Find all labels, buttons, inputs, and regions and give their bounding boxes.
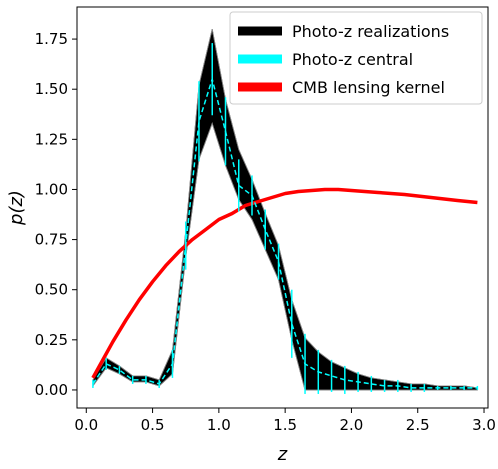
y-tick-label: 0.75 xyxy=(35,231,68,249)
x-axis-label: z xyxy=(277,444,288,465)
y-tick-label: 0.00 xyxy=(35,381,68,399)
y-tick-label: 1.25 xyxy=(35,130,68,148)
x-axis: 0.0 0.5 1.0 1.5 2.0 2.5 3.0 xyxy=(74,408,496,434)
central-line xyxy=(92,76,478,389)
y-axis-label: p(z) xyxy=(6,190,27,226)
x-tick-label: 0.5 xyxy=(141,416,165,434)
x-tick-label: 0.0 xyxy=(74,416,98,434)
x-tick-label: 1.5 xyxy=(273,416,297,434)
legend-label-realizations: Photo-z realizations xyxy=(292,22,449,41)
plot-frame xyxy=(76,6,489,409)
x-tick-label: 3.0 xyxy=(472,416,496,434)
x-tick-label: 2.5 xyxy=(406,416,430,434)
y-tick-label: 1.75 xyxy=(35,30,68,48)
y-tick-label: 0.25 xyxy=(35,331,68,349)
y-axis: 0.00 0.25 0.50 0.75 1.00 1.25 1.50 1.75 xyxy=(35,30,77,399)
realizations-lower-edge xyxy=(92,122,478,391)
legend-box xyxy=(229,11,483,105)
x-tick-label: 1.0 xyxy=(207,416,231,434)
y-tick-label: 1.50 xyxy=(35,80,68,98)
legend-label-cmb-kernel: CMB lensing kernel xyxy=(292,78,445,97)
y-tick-label: 0.50 xyxy=(35,281,68,299)
legend-label-central: Photo-z central xyxy=(292,50,413,69)
x-tick-label: 2.0 xyxy=(340,416,364,434)
legend: Photo-z realizations Photo-z central CMB… xyxy=(229,11,483,105)
central-layer xyxy=(92,43,479,394)
realizations-upper-edge xyxy=(92,29,478,389)
y-tick-label: 1.00 xyxy=(35,180,68,198)
